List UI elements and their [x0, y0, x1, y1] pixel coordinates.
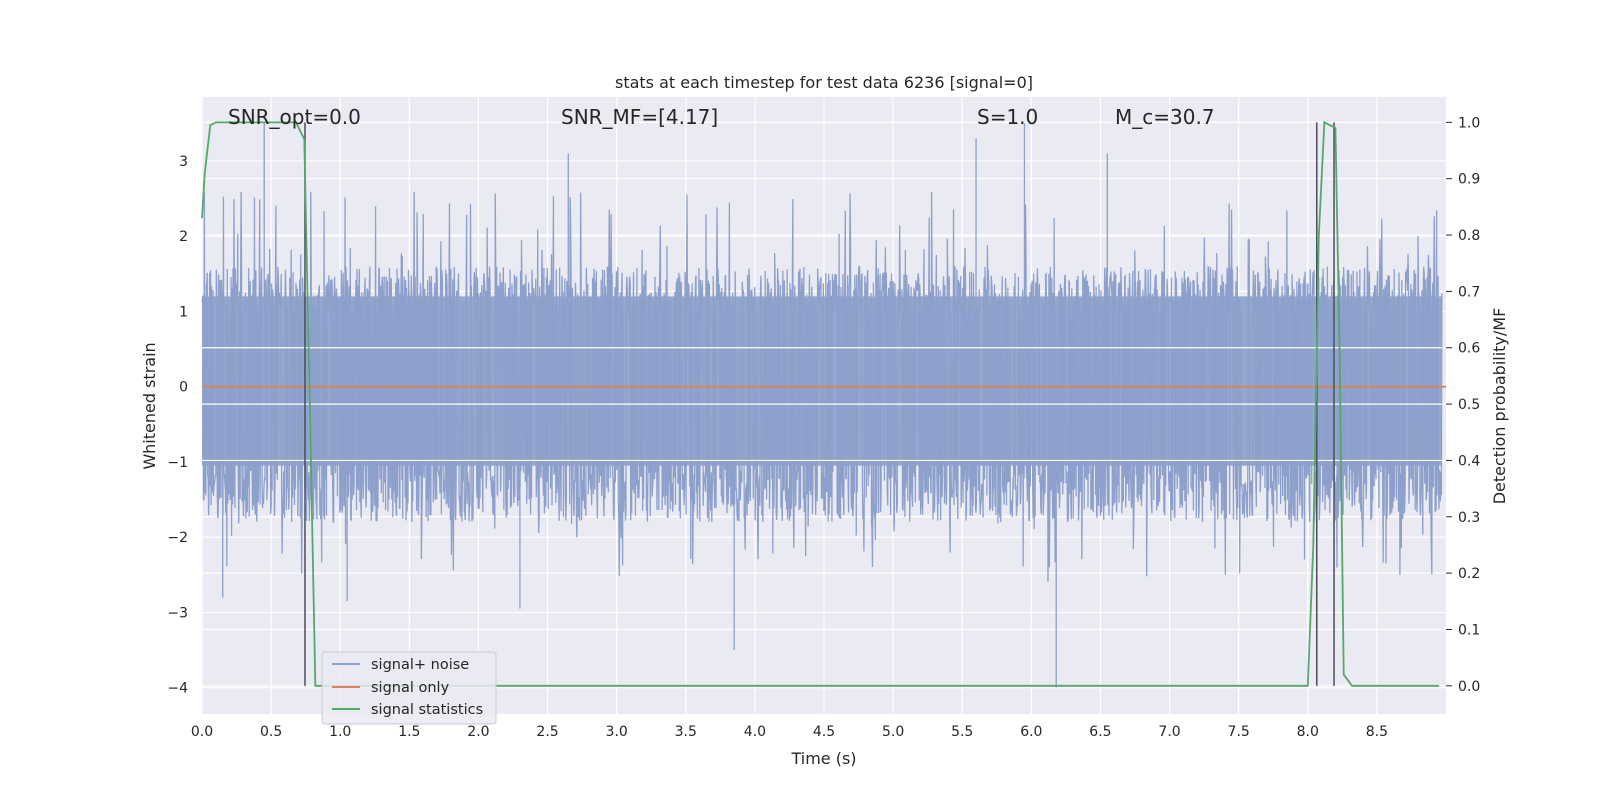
x-tick-label: 8.0: [1297, 724, 1319, 740]
x-tick-label: 7.5: [1228, 724, 1250, 740]
y-right-tick-label: 0.8: [1458, 228, 1480, 244]
legend: signal+ noise signal only signal statist…: [321, 651, 497, 725]
x-tick-label: 0.0: [191, 724, 213, 740]
x-axis-label: Time (s): [790, 749, 856, 768]
chart-title: stats at each timestep for test data 623…: [615, 73, 1033, 92]
y-right-tick-label: 0.7: [1458, 284, 1480, 300]
annotation-s: S=1.0: [977, 105, 1038, 129]
y-right-tick-label: 0.6: [1458, 341, 1480, 357]
legend-label-signal-only: signal only: [371, 680, 450, 696]
legend-label-signal-noise: signal+ noise: [371, 657, 469, 673]
signal-statistics-series: [201, 120, 1440, 687]
x-axis-ticks: 0.0 0.5 1.0 1.5 2.0 2.5 3.0 3.5 4.0 4.5 5.0 5.5 6.0 6…: [191, 724, 1388, 740]
x-tick-label: 0.5: [260, 724, 282, 740]
vertical-markers: [304, 122, 1335, 686]
y-left-tick-label: 3: [179, 154, 188, 170]
x-tick-label: 8.5: [1366, 724, 1388, 740]
x-tick-label: 1.5: [398, 724, 420, 740]
y-right-tick-label: 0.4: [1458, 453, 1480, 469]
x-tick-label: 1.0: [329, 724, 351, 740]
y-left-tick-label: 1: [179, 304, 188, 320]
y-right-tick-label: 0.2: [1458, 566, 1480, 582]
x-tick-label: 4.0: [744, 724, 766, 740]
y-right-tick-label: 0.9: [1458, 172, 1480, 188]
signal-statistics-line: [201, 120, 1440, 687]
y-left-tick-label: −3: [167, 605, 188, 621]
x-tick-label: 3.0: [606, 724, 628, 740]
annotation-mc: M_c=30.7: [1115, 105, 1215, 129]
x-tick-label: 6.0: [1020, 724, 1042, 740]
legend-box: [321, 651, 497, 725]
y-left-tick-label: −1: [167, 455, 188, 471]
y-left-axis-ticks: −4 −3 −2 −1 0 1 2 3: [167, 154, 188, 697]
annotation-snr-opt: SNR_opt=0.0: [228, 105, 361, 129]
y-right-tick-label: 0.5: [1458, 397, 1480, 413]
y-left-axis-label: Whitened strain: [140, 342, 159, 469]
y-left-tick-label: 0: [179, 380, 188, 396]
y-right-tick-label: 0.1: [1458, 622, 1480, 638]
x-tick-label: 3.5: [675, 724, 697, 740]
y-right-tick-label: 1.0: [1458, 115, 1480, 131]
annotations: SNR_opt=0.0 SNR_MF=[4.17] S=1.0 M_c=30.7: [228, 105, 1215, 129]
y-left-tick-label: −4: [167, 681, 188, 697]
x-tick-label: 5.0: [882, 724, 904, 740]
x-tick-label: 4.5: [813, 724, 835, 740]
noise-line: [201, 123, 1443, 688]
annotation-snr-mf: SNR_MF=[4.17]: [561, 105, 718, 129]
y-right-tick-label: 0.0: [1458, 679, 1480, 695]
y-left-tick-label: −2: [167, 530, 188, 546]
x-tick-label: 2.5: [536, 724, 558, 740]
signal-noise-series: [201, 123, 1443, 688]
legend-label-signal-statistics: signal statistics: [371, 702, 483, 718]
y-right-tick-label: 0.3: [1458, 510, 1480, 526]
y-right-axis-ticks: 0.0 0.1 0.2 0.3 0.4 0.5 0.6 0.7 0.8 0.9 1.0: [1446, 115, 1480, 695]
x-tick-label: 2.0: [467, 724, 489, 740]
x-tick-label: 6.5: [1089, 724, 1111, 740]
x-tick-label: 5.5: [951, 724, 973, 740]
y-right-axis-label: Detection probability/MF: [1490, 308, 1509, 505]
x-tick-label: 7.0: [1158, 724, 1180, 740]
y-left-tick-label: 2: [179, 229, 188, 245]
